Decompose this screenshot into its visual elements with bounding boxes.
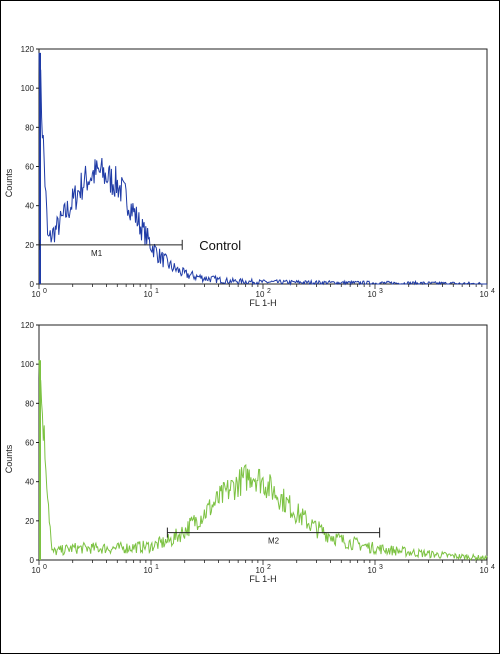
y-tick-label: 60 [25, 163, 34, 172]
x-tick-label: 10 [144, 290, 153, 299]
x-tick-label: 10 [32, 566, 41, 575]
gate-marker-label: M1 [91, 249, 103, 258]
x-tick-label: 10 [480, 566, 489, 575]
x-tick-label: 10 [256, 290, 265, 299]
x-tick-label: 10 [368, 290, 377, 299]
y-tick-label: 0 [30, 556, 35, 565]
y-tick-label: 0 [30, 280, 35, 289]
series-histogram-line [38, 360, 488, 562]
x-axis-label: FL 1-H [249, 574, 276, 584]
x-tick-exponent: 0 [43, 288, 47, 295]
plot-area-frame [38, 324, 488, 561]
x-tick-label: 10 [144, 566, 153, 575]
y-tick-label: 80 [25, 399, 34, 408]
y-tick-label: 40 [25, 202, 34, 211]
x-axis-label: FL 1-H [249, 298, 276, 308]
series-histogram-line [38, 52, 487, 286]
x-tick-exponent: 2 [267, 564, 271, 571]
control-annotation: Control [199, 238, 241, 253]
gate-marker-label: M2 [268, 537, 280, 546]
x-tick-exponent: 2 [267, 288, 271, 295]
y-tick-label: 40 [25, 478, 34, 487]
x-tick-exponent: 1 [155, 564, 159, 571]
x-tick-label: 10 [480, 290, 489, 299]
y-tick-label: 60 [25, 439, 34, 448]
x-tick-exponent: 3 [379, 564, 383, 571]
y-tick-label: 20 [25, 241, 34, 250]
x-tick-exponent: 4 [491, 564, 495, 571]
y-tick-label: 120 [21, 45, 35, 54]
y-tick-label: 100 [21, 84, 35, 93]
x-tick-label: 10 [32, 290, 41, 299]
y-tick-label: 100 [21, 360, 35, 369]
y-tick-label: 20 [25, 517, 34, 526]
x-tick-label: 10 [368, 566, 377, 575]
x-tick-label: 10 [256, 566, 265, 575]
x-tick-exponent: 3 [379, 288, 383, 295]
x-tick-exponent: 0 [43, 564, 47, 571]
x-tick-exponent: 4 [491, 288, 495, 295]
y-axis-label: Counts [4, 168, 14, 197]
y-tick-label: 120 [21, 321, 35, 330]
y-tick-label: 80 [25, 123, 34, 132]
y-axis-label: Counts [4, 444, 14, 473]
plot-area-frame [38, 48, 488, 285]
x-tick-exponent: 1 [155, 288, 159, 295]
